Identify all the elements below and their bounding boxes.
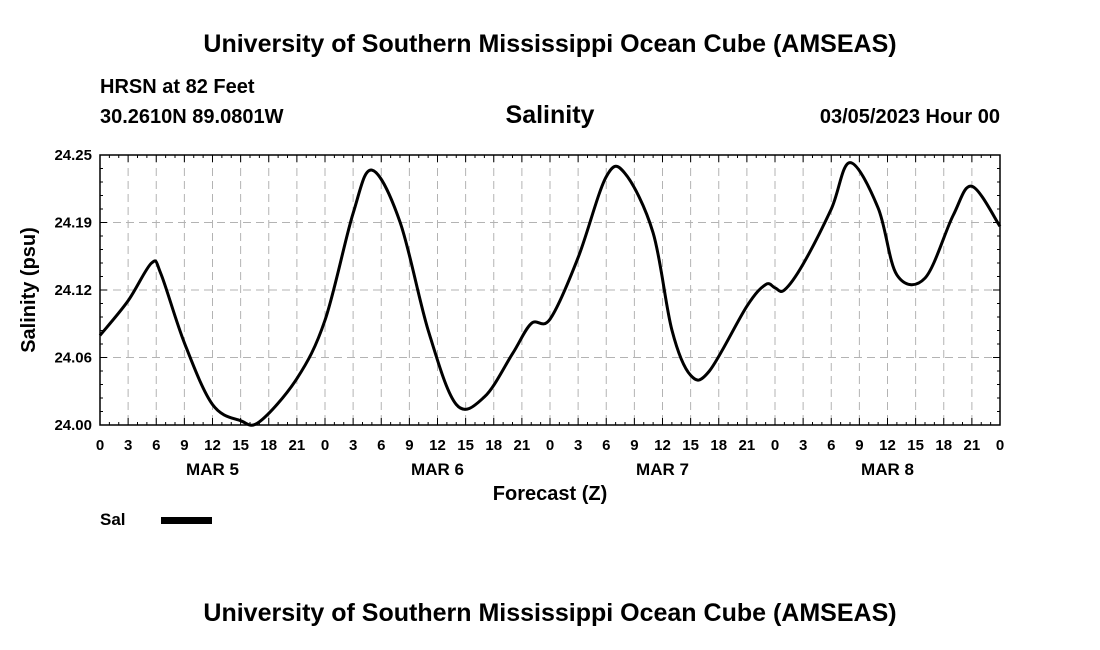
x-tick-label: 21 <box>289 437 306 454</box>
x-tick-label: 9 <box>180 437 188 454</box>
x-tick-label: 0 <box>771 437 779 454</box>
x-tick-label: 15 <box>907 437 924 454</box>
x-tick-label: 21 <box>964 437 981 454</box>
x-tick-label: 12 <box>429 437 446 454</box>
x-tick-label: 15 <box>457 437 474 454</box>
y-tick-label: 24.00 <box>54 417 92 434</box>
x-tick-label: 6 <box>827 437 835 454</box>
x-tick-label: 3 <box>124 437 132 454</box>
x-tick-label: 21 <box>514 437 531 454</box>
x-tick-label: 9 <box>855 437 863 454</box>
chart-subtitle: Salinity <box>505 101 595 129</box>
x-tick-label: 18 <box>710 437 727 454</box>
forecast-datetime: 03/05/2023 Hour 00 <box>819 106 1000 128</box>
x-axis-title: Forecast (Z) <box>493 483 607 505</box>
x-tick-label: 9 <box>630 437 638 454</box>
x-tick-label: 15 <box>682 437 699 454</box>
x-tick-label: 0 <box>321 437 329 454</box>
x-tick-label: 12 <box>654 437 671 454</box>
axis-ticks <box>99 154 1001 426</box>
legend-swatch <box>161 517 212 524</box>
x-tick-label: 12 <box>879 437 896 454</box>
series-line-sal <box>98 161 1002 427</box>
day-label: MAR 8 <box>861 460 914 479</box>
x-tick-label: 3 <box>799 437 807 454</box>
legend-label: Sal <box>100 510 126 529</box>
chart-title: University of Southern Mississippi Ocean… <box>203 30 897 58</box>
coordinates-label: 30.2610N 89.0801W <box>100 106 284 128</box>
axis-labels: 0 3 6 9 12 15 18 21 0 3 6 9 12 15 18 21 0 3 6 9 12 15 18 21 0 3 6 9… <box>54 147 1004 479</box>
grid-lines <box>100 155 1000 425</box>
x-tick-label: 3 <box>574 437 582 454</box>
x-tick-label: 21 <box>739 437 756 454</box>
x-tick-label: 9 <box>405 437 413 454</box>
y-tick-label: 24.25 <box>54 147 92 164</box>
day-label: MAR 7 <box>636 460 689 479</box>
day-label: MAR 5 <box>186 460 239 479</box>
footer-title: University of Southern Mississippi Ocean… <box>203 599 897 627</box>
y-tick-label: 24.19 <box>54 215 92 232</box>
x-tick-label: 18 <box>485 437 502 454</box>
station-label: HRSN at 82 Feet <box>100 76 255 98</box>
x-tick-label: 0 <box>96 437 104 454</box>
x-tick-label: 18 <box>260 437 277 454</box>
x-tick-label: 3 <box>349 437 357 454</box>
x-tick-label: 18 <box>935 437 952 454</box>
x-tick-label: 6 <box>152 437 160 454</box>
y-axis-title: Salinity (psu) <box>18 227 40 353</box>
x-tick-label: 0 <box>996 437 1004 454</box>
day-label: MAR 6 <box>411 460 464 479</box>
x-tick-label: 15 <box>232 437 249 454</box>
x-tick-label: 6 <box>602 437 610 454</box>
y-tick-label: 24.06 <box>54 350 92 367</box>
y-tick-label: 24.12 <box>54 282 92 299</box>
x-tick-label: 0 <box>546 437 554 454</box>
x-tick-label: 12 <box>204 437 221 454</box>
x-tick-label: 6 <box>377 437 385 454</box>
